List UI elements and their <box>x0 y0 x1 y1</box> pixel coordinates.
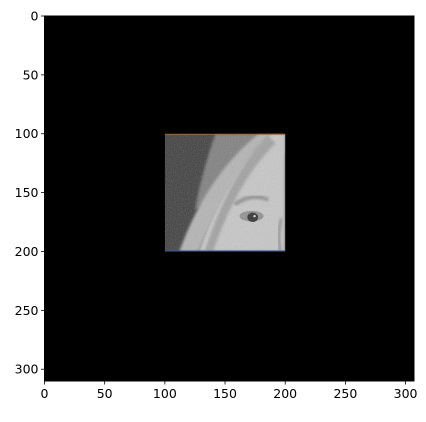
x-tick-label: 250 <box>333 386 357 401</box>
x-tick-label: 50 <box>97 386 113 401</box>
y-axis: 0 50 100 150 200 250 300 <box>15 9 45 377</box>
y-tick-label: 300 <box>15 362 39 377</box>
axes-border <box>44 15 415 382</box>
x-tick-label: 100 <box>153 386 177 401</box>
y-tick-label: 250 <box>15 303 39 318</box>
x-tick-label: 150 <box>213 386 237 401</box>
y-tick-label: 200 <box>15 244 39 259</box>
x-tick-label: 300 <box>394 386 418 401</box>
x-tick-label: 200 <box>273 386 297 401</box>
y-tick-label: 0 <box>31 9 39 24</box>
x-axis: 0 50 100 150 200 250 300 <box>41 381 418 401</box>
patch-texture <box>164 133 286 252</box>
axes-frame <box>44 15 415 382</box>
y-tick-label: 50 <box>23 67 39 82</box>
y-tick-label: 100 <box>15 126 39 141</box>
y-tick-label: 150 <box>15 185 39 200</box>
image-patch <box>164 133 286 252</box>
x-tick-label: 0 <box>41 386 49 401</box>
